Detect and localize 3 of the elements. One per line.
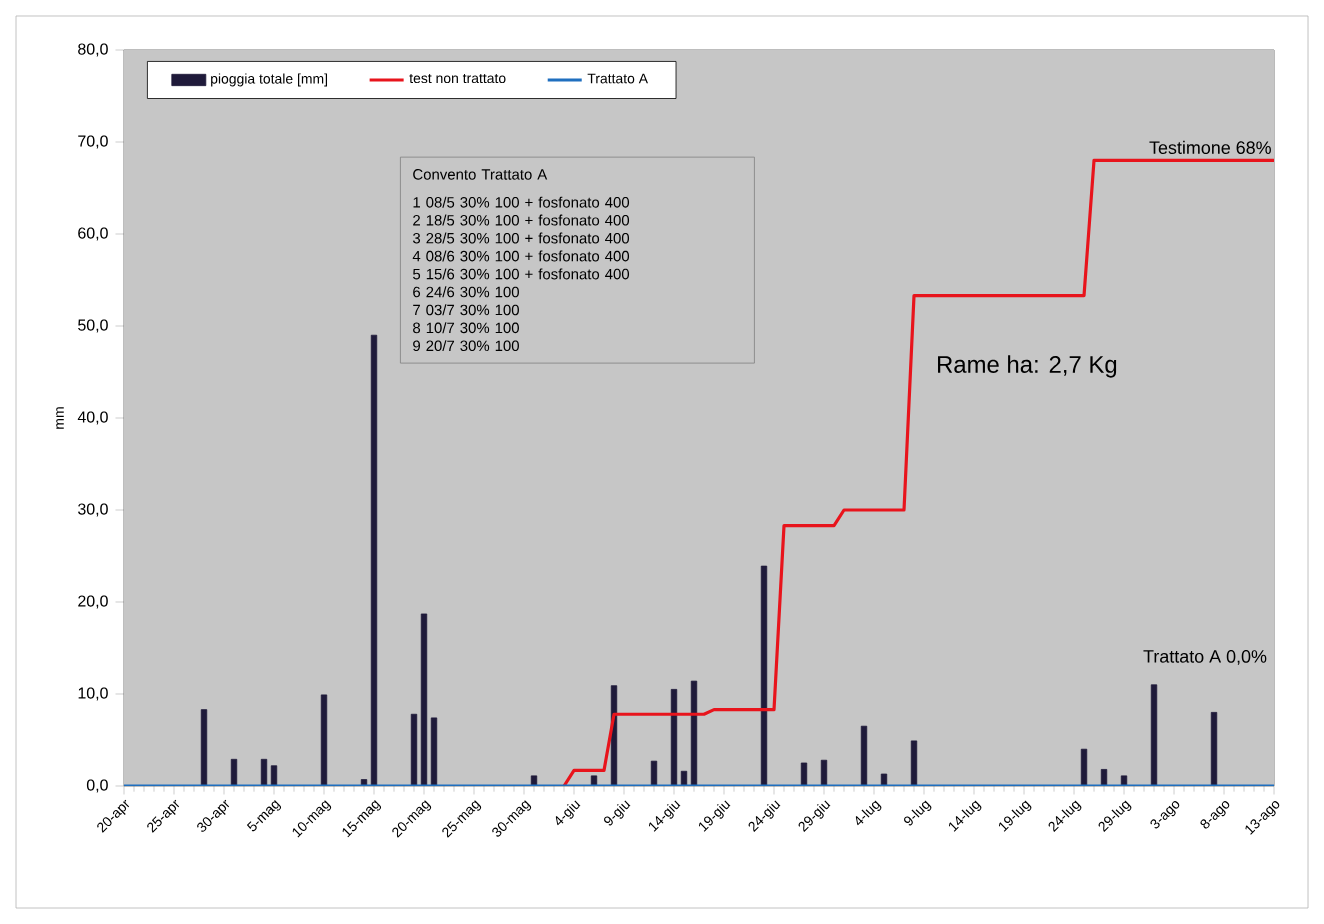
annotation: Rame ha: 2,7 Kg: [938, 355, 1117, 378]
annotation: Trattato A 0,0%: [1143, 650, 1267, 665]
annotation: Testimone 68%: [1149, 140, 1271, 155]
